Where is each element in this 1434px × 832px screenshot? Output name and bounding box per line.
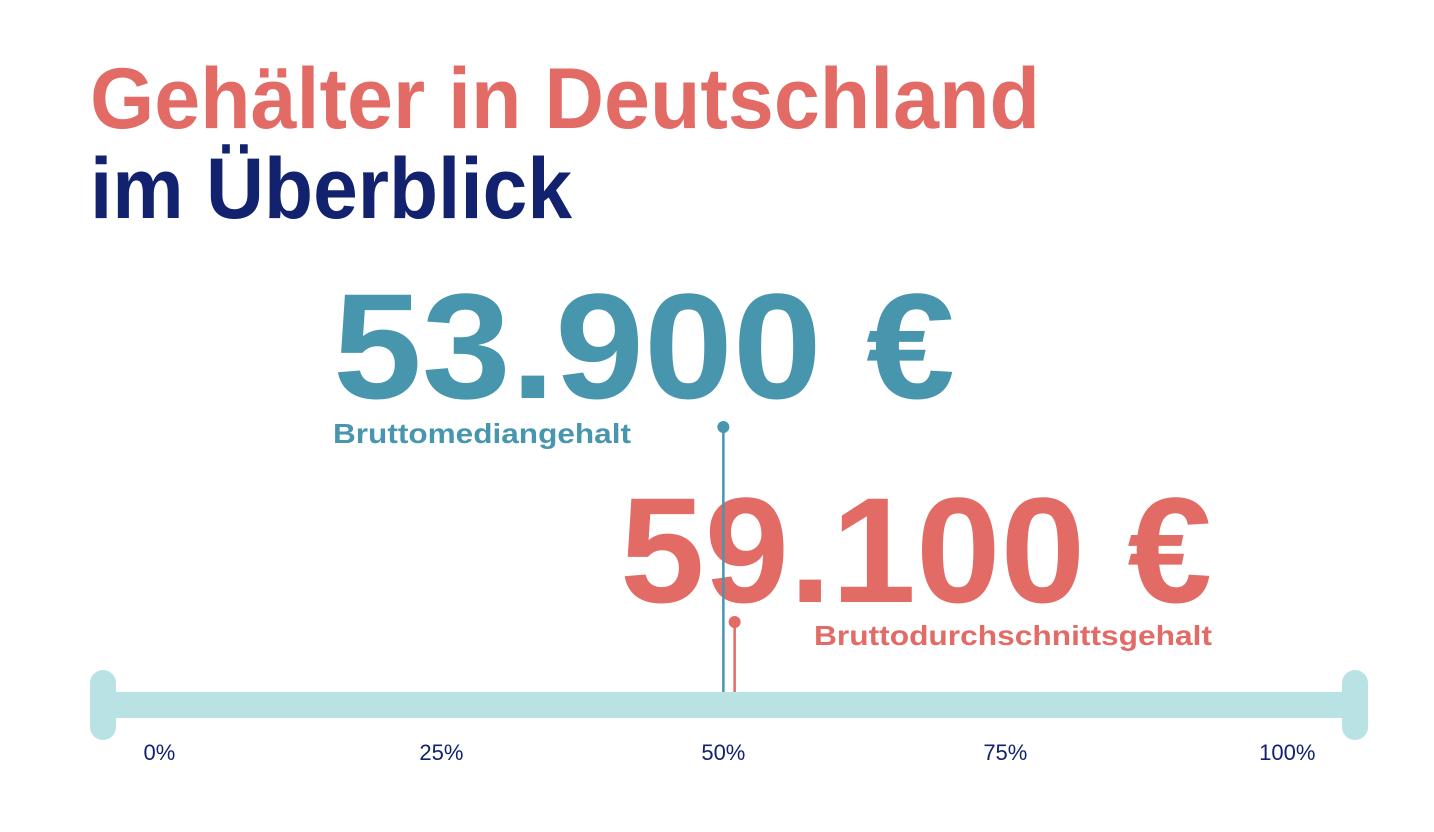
- axis-cap: [1342, 670, 1368, 740]
- amount-label: 53.900 €: [333, 262, 955, 430]
- marker-dot: [728, 616, 741, 628]
- legend-label: Bruttodurchschnittsgehalt: [814, 620, 1212, 651]
- x-tick-label: 0%: [143, 740, 175, 765]
- amount-label: 59.100 €: [620, 466, 1212, 634]
- x-tick-label: 100%: [1259, 740, 1315, 765]
- chart-title: Gehälter in Deutschland: [90, 51, 1040, 147]
- x-tick-label: 50%: [701, 740, 745, 765]
- x-tick-label: 25%: [419, 740, 463, 765]
- axis-cap: [90, 670, 116, 740]
- legend-label: Bruttomediangehalt: [333, 418, 631, 449]
- marker-dot: [717, 421, 730, 433]
- axis-bar: [103, 692, 1355, 718]
- x-tick-label: 75%: [983, 740, 1027, 765]
- chart-subtitle: im Überblick: [90, 141, 572, 237]
